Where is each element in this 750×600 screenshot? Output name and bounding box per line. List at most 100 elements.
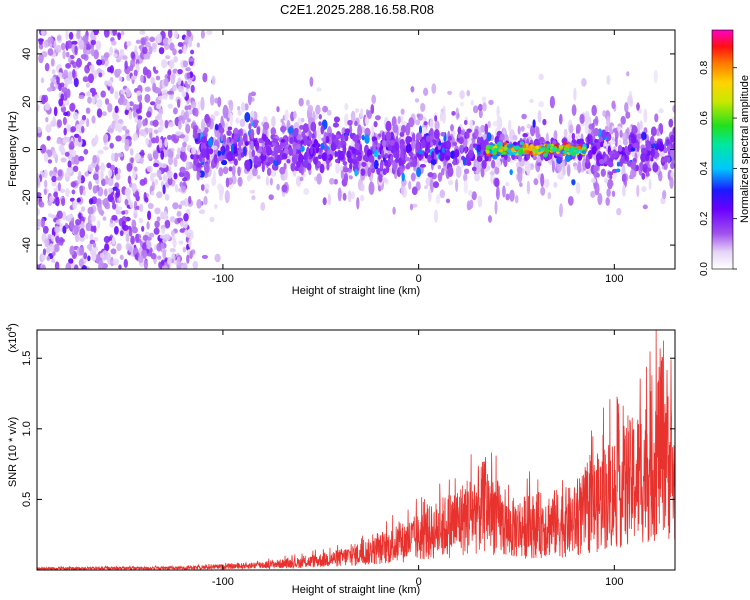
heatmap-cell [386,165,390,173]
heatmap-cell [524,160,531,173]
heatmap-cell [273,158,279,167]
heatmap-cell [118,264,122,269]
heatmap-cell [205,187,209,194]
heatmap-cell [496,105,500,119]
heatmap-cell [658,108,664,114]
heatmap-cell [588,149,593,160]
heatmap-cell [62,116,67,126]
heatmap-cell [189,250,193,260]
heatmap-cell [529,98,534,103]
heatmap-cell [115,210,122,215]
heatmap-cell [609,174,613,180]
heatmap-cell [672,126,675,136]
heatmap-cell [46,87,53,92]
heatmap-cell [164,119,169,129]
heatmap-cell [172,238,177,249]
heatmap-cell [125,129,130,134]
heatmap-cell [631,125,637,130]
heatmap-cell [484,123,489,134]
heatmap-cell [451,111,456,116]
heatmap-cell [183,213,189,222]
heatmap-cell [538,73,544,81]
heatmap-cell [380,161,383,170]
heatmap-cell [194,128,198,135]
heatmap-cell [131,75,137,80]
y-tick-label: 20 [21,96,33,108]
heatmap-cell [141,248,148,259]
heatmap-cell [65,30,69,41]
heatmap-cell [88,198,94,205]
heatmap-cell [221,160,228,166]
heatmap-cell [660,157,665,163]
heatmap-cell [144,86,151,92]
heatmap-cell [50,214,56,219]
heatmap-cell [296,134,302,141]
snr-series-line [37,330,675,570]
heatmap-cell [68,258,74,264]
heatmap-cell [342,161,348,166]
heatmap-cell [190,84,195,93]
heatmap-cell [373,121,378,128]
heatmap-cell [238,146,242,155]
heatmap-cell [310,121,317,132]
heatmap-cell [498,148,504,153]
heatmap-cell [117,152,124,158]
heatmap-cell [120,88,126,95]
heatmap-cell [45,116,49,123]
heatmap-cell [138,217,144,224]
snr-frame [36,329,676,571]
heatmap-cell [591,104,597,117]
colorbar-tick-label: 0.4 [699,161,710,175]
heatmap-cell [371,125,375,137]
heatmap-cell [466,89,470,97]
heatmap-cell [326,109,332,116]
heatmap-cell [300,140,305,144]
heatmap-cell [604,125,609,133]
heatmap-cell [103,52,110,59]
heatmap-cell [93,49,99,60]
heatmap-cell [172,202,179,210]
heatmap-cell [183,170,190,180]
heatmap-cell [611,153,615,160]
heatmap-cell [455,165,462,179]
heatmap-cell [43,40,49,49]
heatmap-cell [208,148,214,155]
heatmap-cell [168,150,174,159]
heatmap-cell [292,128,299,138]
heatmap-cell [360,168,364,175]
heatmap-cell [105,175,109,185]
heatmap-cell [110,152,115,162]
heatmap-cell [103,188,108,197]
heatmap-cell [69,245,75,256]
heatmap-cell [146,111,152,118]
heatmap-cell [478,109,483,119]
heatmap-cell [153,69,159,74]
heatmap-cell [327,193,331,206]
heatmap-cell [467,189,473,196]
heatmap-cell [562,166,566,176]
heatmap-cell [92,242,97,248]
heatmap-cell [244,160,249,170]
heatmap-cell [156,191,163,199]
heatmap-cell [493,147,498,152]
heatmap-cell [44,102,51,111]
heatmap-cell [52,116,56,127]
heatmap-cell [411,140,415,152]
heatmap-cell [134,116,138,123]
heatmap-cell [616,207,622,216]
heatmap-cell [441,110,447,124]
heatmap-cell [270,127,276,136]
x-tick-label: -100 [212,273,234,285]
heatmap-cell [192,260,199,269]
heatmap-cell [113,53,118,58]
heatmap-cell [164,193,170,201]
heatmap-cell [324,144,328,153]
heatmap-cell [459,90,465,100]
heatmap-cell [60,42,66,51]
heatmap-cell [162,94,168,100]
heatmap-cell [626,71,630,77]
heatmap-cell [281,184,288,193]
heatmap-cell [344,103,349,111]
heatmap-cell [551,160,555,173]
heatmap-cell [109,142,114,149]
